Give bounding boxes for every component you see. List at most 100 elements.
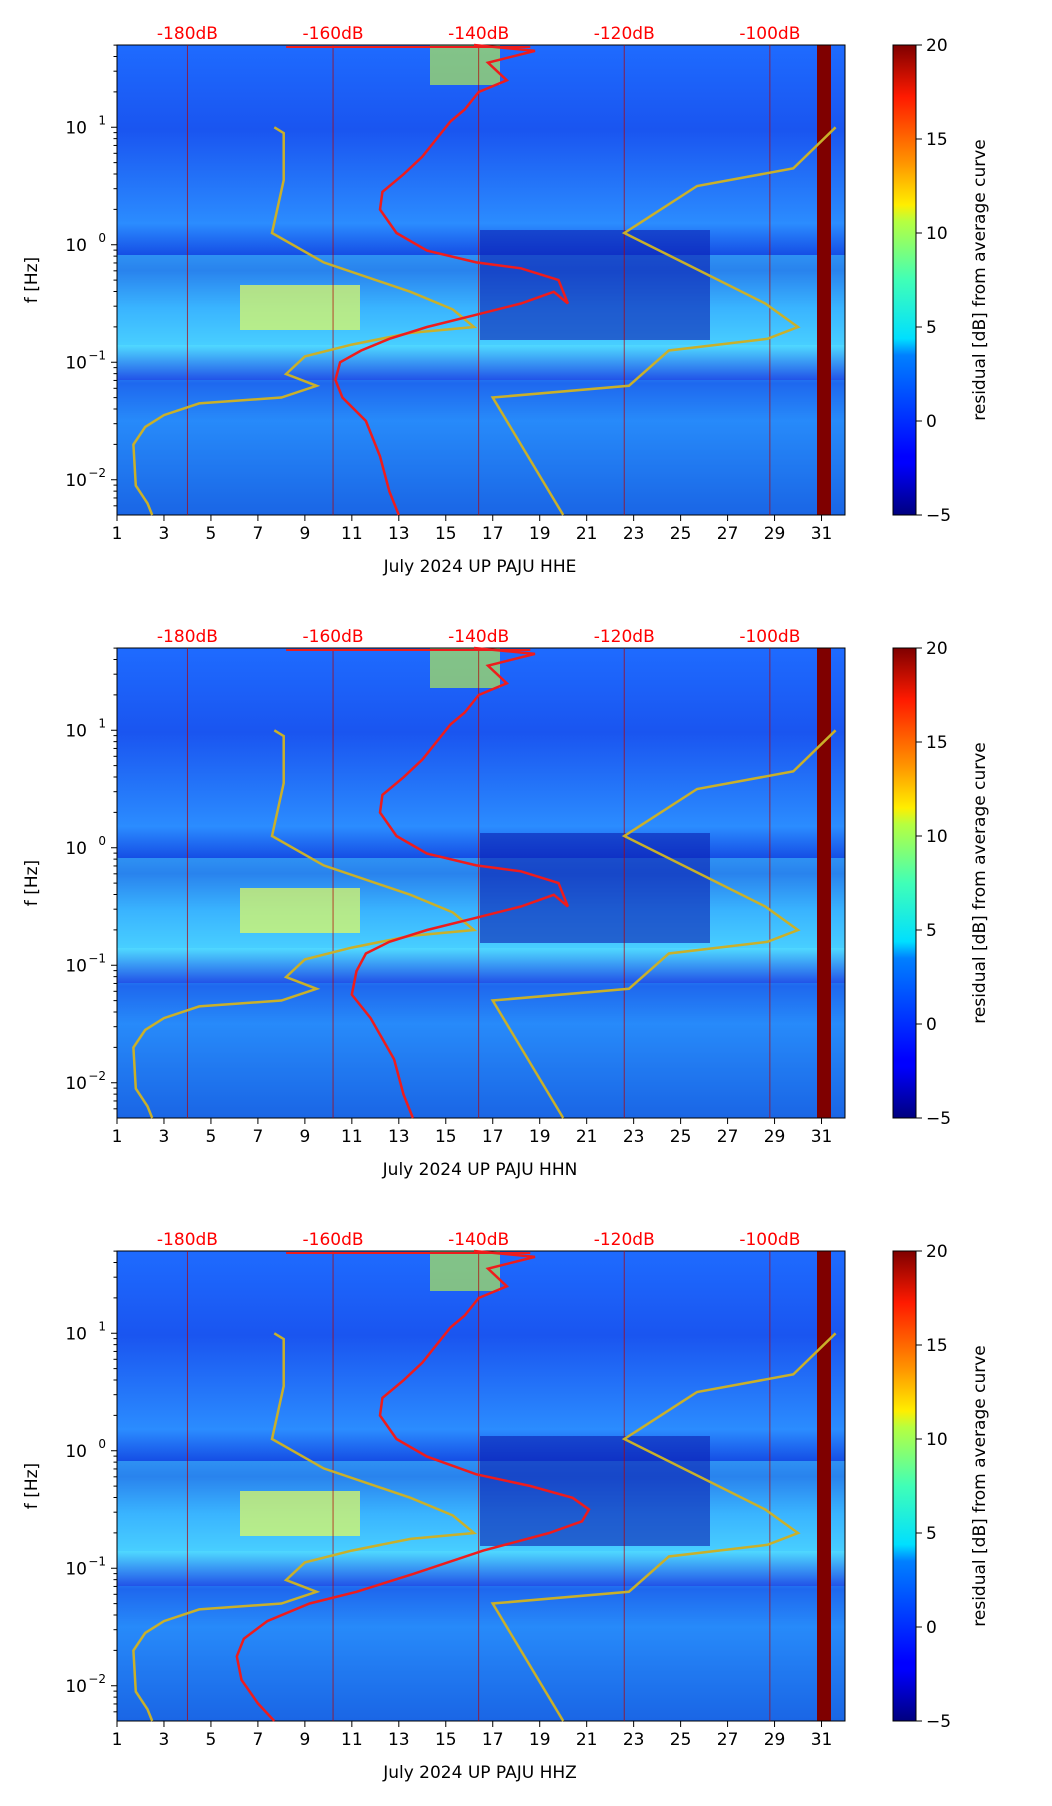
y-tick-exponent: 1: [98, 1319, 106, 1333]
x-tick-label: 17: [482, 524, 504, 544]
db-scale-label: -120dB: [594, 627, 655, 647]
x-tick-label: 23: [623, 524, 645, 544]
x-tick-label: 17: [482, 1127, 504, 1147]
low-noise-model-line: [132, 126, 478, 516]
colorbar-tick-label: 20: [926, 1242, 948, 1262]
high-frequency-band: [430, 1251, 500, 1291]
x-tick-label: 7: [252, 524, 263, 544]
x-tick-label: 27: [717, 1127, 739, 1147]
x-tick-label: 19: [529, 524, 551, 544]
colorbar: [892, 44, 917, 516]
saturated-day-band: [817, 45, 831, 515]
panel-hhe: -180dB -160dB -140dB -120dB -100dB 1 3 5 7 9 11 13…: [22, 24, 990, 577]
x-tick-label: 31: [811, 1730, 833, 1750]
x-tick-label: 29: [764, 1127, 786, 1147]
db-scale-label: -160dB: [303, 627, 364, 647]
colorbar: [892, 647, 917, 1119]
x-tick-label: 3: [159, 1127, 170, 1147]
calm-zone: [480, 230, 710, 340]
colorbar-label: residual [dB] from average curve: [970, 139, 990, 420]
x-tick-label: 31: [811, 1127, 833, 1147]
x-tick-label: 15: [435, 1730, 457, 1750]
colorbar-tick-label: 10: [926, 827, 948, 847]
high-frequency-band: [430, 648, 500, 688]
microseism-hotspot: [240, 1491, 360, 1536]
x-tick-label: 9: [299, 1730, 310, 1750]
colorbar-label: residual [dB] from average curve: [970, 1345, 990, 1626]
colorbar-tick-label: 0: [926, 412, 937, 432]
x-tick-label: 1: [112, 524, 123, 544]
y-tick-exponent: 1: [98, 113, 106, 127]
y-tick-exponent: 1: [98, 716, 106, 730]
y-tick-exponent: 0: [98, 1437, 106, 1451]
x-tick-label: 23: [623, 1730, 645, 1750]
y-tick-label: 10: [65, 471, 87, 491]
db-scale-label: -120dB: [594, 1230, 655, 1250]
x-tick-label: 15: [435, 1127, 457, 1147]
db-scale-label: -180dB: [157, 24, 218, 44]
y-tick-label: 10: [65, 721, 87, 741]
y-tick-label: 10: [65, 839, 87, 859]
y-tick-label: 10: [65, 1442, 87, 1462]
x-tick-label: 21: [576, 1730, 598, 1750]
y-tick-exponent: 0: [98, 231, 106, 245]
x-tick-label: 25: [670, 1730, 692, 1750]
x-tick-label: 13: [388, 524, 410, 544]
x-tick-label: 5: [206, 1730, 217, 1750]
y-tick-exponent: −2: [88, 1672, 106, 1686]
colorbar-tick-label: 0: [926, 1618, 937, 1638]
colorbar-tick-label: 15: [926, 1336, 948, 1356]
y-tick-label: 10: [65, 956, 87, 976]
db-scale-label: -100dB: [739, 24, 800, 44]
colorbar-tick-label: 5: [926, 1524, 937, 1544]
x-tick-label: 1: [112, 1730, 123, 1750]
colorbar-tick-label: −5: [926, 506, 951, 526]
y-tick-label: 10: [65, 1677, 87, 1697]
saturated-day-band: [817, 648, 831, 1118]
saturated-day-band: [817, 1251, 831, 1721]
db-scale-label: -140dB: [448, 627, 509, 647]
y-tick-exponent: 0: [98, 834, 106, 848]
panel-hhn: -180dB -160dB -140dB -120dB -100dB 1 3 5 7 9 11 13…: [22, 627, 990, 1180]
x-tick-label: 11: [341, 1127, 363, 1147]
db-scale-label: -120dB: [594, 24, 655, 44]
x-tick-label: 21: [576, 1127, 598, 1147]
x-tick-label: 11: [341, 524, 363, 544]
x-tick-label: 19: [529, 1127, 551, 1147]
x-tick-label: 13: [388, 1127, 410, 1147]
y-axis-label: f [Hz]: [22, 860, 42, 906]
x-tick-label: 11: [341, 1730, 363, 1750]
x-tick-label: 17: [482, 1730, 504, 1750]
y-axis-label: f [Hz]: [22, 1463, 42, 1509]
colorbar: [892, 1250, 917, 1722]
colorbar-tick-label: 20: [926, 639, 948, 659]
y-tick-exponent: −1: [88, 951, 106, 965]
y-tick-exponent: −2: [88, 1069, 106, 1083]
average-psd-curve: [235, 1249, 591, 1722]
x-tick-label: 25: [670, 1127, 692, 1147]
calm-zone: [480, 1436, 710, 1546]
colorbar-tick-label: 10: [926, 224, 948, 244]
low-frequency-streaks: [117, 380, 845, 515]
colorbar-tick-label: 5: [926, 318, 937, 338]
db-scale-label: -160dB: [303, 24, 364, 44]
db-scale-label: -100dB: [739, 1230, 800, 1250]
x-tick-label: 15: [435, 524, 457, 544]
x-axis-label: July 2024 UP PAJU HHZ: [382, 1763, 577, 1783]
colorbar-label: residual [dB] from average curve: [970, 742, 990, 1023]
x-tick-label: 23: [623, 1127, 645, 1147]
average-psd-curve: [334, 43, 570, 516]
db-scale-label: -160dB: [303, 1230, 364, 1250]
x-tick-label: 27: [717, 1730, 739, 1750]
low-frequency-streaks: [117, 983, 845, 1118]
low-noise-model-line: [132, 1332, 478, 1722]
microseism-hotspot: [240, 285, 360, 330]
high-noise-model-line: [490, 1332, 837, 1722]
x-tick-label: 21: [576, 524, 598, 544]
x-tick-label: 19: [529, 1730, 551, 1750]
colorbar-tick-label: 10: [926, 1430, 948, 1450]
high-frequency-band: [430, 45, 500, 85]
x-tick-label: 1: [112, 1127, 123, 1147]
x-tick-label: 7: [252, 1127, 263, 1147]
